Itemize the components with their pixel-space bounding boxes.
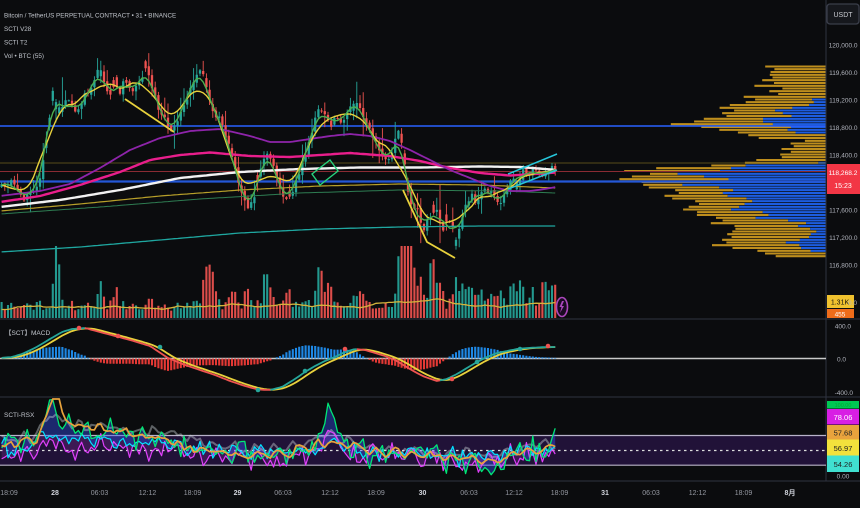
svg-text:117,600.0: 117,600.0 <box>829 208 858 215</box>
svg-text:USDT: USDT <box>833 12 853 19</box>
svg-text:12:12: 12:12 <box>321 490 339 497</box>
svg-text:116,800.0: 116,800.0 <box>829 263 858 270</box>
svg-text:119,600.0: 119,600.0 <box>829 70 858 77</box>
svg-text:18:09: 18:09 <box>184 490 202 497</box>
svg-text:31: 31 <box>601 490 609 497</box>
svg-text:18:09: 18:09 <box>735 490 753 497</box>
svg-text:28: 28 <box>51 490 59 497</box>
svg-text:12:12: 12:12 <box>505 490 523 497</box>
svg-text:118,800.0: 118,800.0 <box>829 125 858 132</box>
svg-text:SCTI-RSX: SCTI-RSX <box>4 412 35 419</box>
svg-text:SCTI V28: SCTI V28 <box>4 26 32 33</box>
svg-text:12:12: 12:12 <box>139 490 157 497</box>
svg-text:56.97: 56.97 <box>834 444 853 453</box>
svg-text:78.06: 78.06 <box>834 413 853 422</box>
svg-text:12:12: 12:12 <box>689 490 707 497</box>
svg-text:118,400.0: 118,400.0 <box>829 153 858 160</box>
svg-text:117,200.0: 117,200.0 <box>829 235 858 242</box>
svg-text:0.0: 0.0 <box>837 357 846 364</box>
svg-text:119,200.0: 119,200.0 <box>829 98 858 105</box>
svg-text:Bitcoin / TetherUS PERPETUAL C: Bitcoin / TetherUS PERPETUAL CONTRACT • … <box>4 13 176 20</box>
svg-text:57.68: 57.68 <box>834 429 853 438</box>
svg-text:18:09: 18:09 <box>367 490 385 497</box>
svg-text:455: 455 <box>835 312 846 319</box>
svg-text:0.0: 0.0 <box>848 300 857 307</box>
svg-text:06:03: 06:03 <box>274 490 292 497</box>
svg-text:30: 30 <box>419 490 427 497</box>
svg-text:8月: 8月 <box>785 489 796 497</box>
svg-text:06:03: 06:03 <box>91 490 109 497</box>
svg-text:118,268.2: 118,268.2 <box>829 170 858 177</box>
svg-text:Vol • BTC (55): Vol • BTC (55) <box>4 53 44 60</box>
svg-text:-400.0: -400.0 <box>835 390 854 397</box>
svg-text:06:03: 06:03 <box>642 490 660 497</box>
svg-text:【SCT】MACD: 【SCT】MACD <box>5 329 50 337</box>
svg-text:06:03: 06:03 <box>460 490 478 497</box>
svg-text:18:09: 18:09 <box>551 490 569 497</box>
svg-text:1.31K: 1.31K <box>831 300 850 307</box>
svg-text:0.00: 0.00 <box>837 474 850 481</box>
svg-text:15:23: 15:23 <box>834 183 852 190</box>
svg-text:100.00: 100.00 <box>835 403 852 409</box>
svg-text:18:09: 18:09 <box>0 490 18 497</box>
svg-text:SCTI T2: SCTI T2 <box>4 40 28 47</box>
svg-text:54.26: 54.26 <box>834 460 853 469</box>
svg-text:120,000.0: 120,000.0 <box>829 43 858 50</box>
svg-text:29: 29 <box>234 490 242 497</box>
svg-text:400.0: 400.0 <box>835 324 852 331</box>
